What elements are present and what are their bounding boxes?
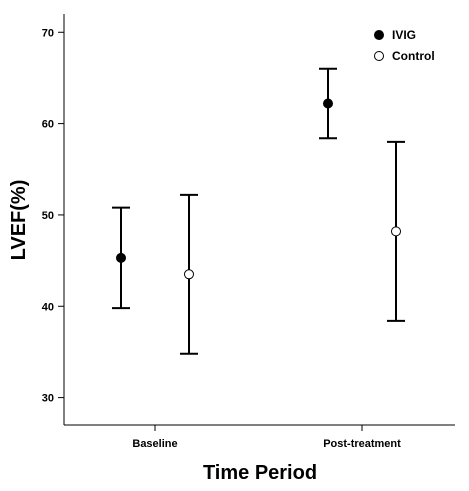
legend-marker-ivig bbox=[374, 30, 384, 40]
y-tick-label: 70 bbox=[42, 27, 54, 39]
x-tick-label: Baseline bbox=[132, 438, 177, 450]
y-tick-label: 60 bbox=[42, 119, 54, 131]
y-ticks: 30 40 50 60 70 bbox=[42, 27, 64, 405]
y-tick-label: 50 bbox=[42, 210, 54, 222]
legend-label-ivig: IVIG bbox=[392, 28, 416, 42]
series-ivig bbox=[112, 67, 337, 310]
data-point bbox=[116, 252, 126, 263]
axes bbox=[63, 14, 455, 426]
y-tick-label: 30 bbox=[42, 393, 54, 405]
data-point bbox=[323, 98, 333, 109]
x-tick-label: Post-treatment bbox=[323, 438, 401, 450]
series-control bbox=[180, 140, 405, 355]
data-point bbox=[184, 269, 194, 280]
legend-marker-control bbox=[374, 51, 384, 61]
data-point bbox=[391, 226, 401, 237]
legend-label-control: Control bbox=[392, 49, 435, 63]
x-ticks: Baseline Post-treatment bbox=[132, 425, 401, 450]
y-tick-label: 40 bbox=[42, 301, 54, 313]
y-axis-title: LVEF(%) bbox=[8, 180, 30, 261]
series-marks bbox=[112, 67, 405, 355]
x-axis-title: Time Period bbox=[203, 462, 317, 484]
legend: IVIG Control bbox=[374, 28, 435, 63]
